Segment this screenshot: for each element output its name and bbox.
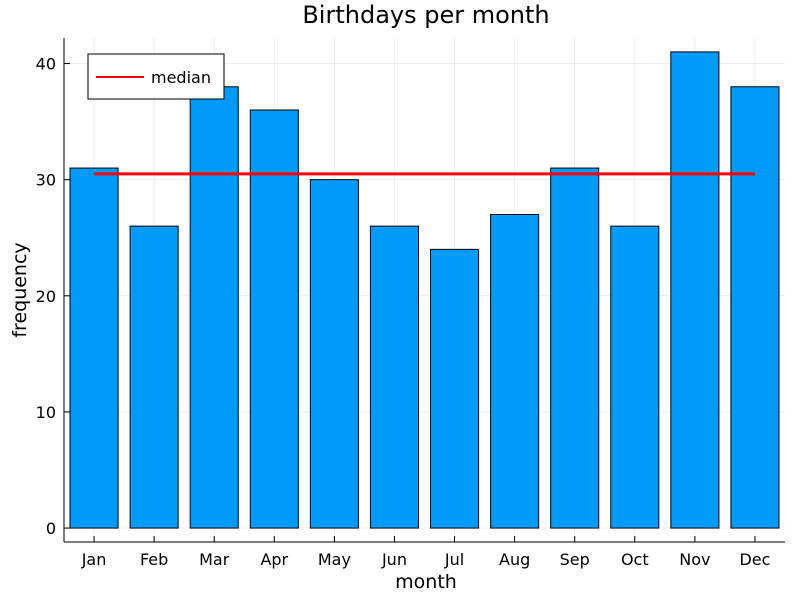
chart-title: Birthdays per month: [302, 1, 549, 29]
x-tick-label-jun: Jun: [381, 550, 407, 569]
bar-sep: [550, 167, 600, 529]
bar-dec: [730, 86, 780, 529]
y-tick-label-20: 20: [36, 287, 56, 306]
x-axis-label: month: [395, 571, 457, 593]
x-tick-label-nov: Nov: [679, 550, 710, 569]
x-tick-label-feb: Feb: [140, 550, 168, 569]
legend: median: [87, 53, 225, 100]
x-tick-label-jul: Jul: [444, 550, 464, 569]
x-tick-labels: Jan Feb Mar Apr May Jun Jul Aug Sep Oct Nov Dec: [81, 550, 771, 569]
bar-may: [309, 179, 359, 529]
x-tick-label-may: May: [318, 550, 351, 569]
bar-apr: [249, 109, 299, 529]
y-tick-label-10: 10: [36, 403, 56, 422]
bar-mar: [189, 86, 239, 529]
x-tick-label-mar: Mar: [199, 550, 230, 569]
bar-jun: [369, 225, 419, 529]
x-tick-label-sep: Sep: [560, 550, 590, 569]
bars: [69, 51, 780, 529]
y-tick-label-30: 30: [36, 171, 56, 190]
y-tick-label-0: 0: [46, 519, 56, 538]
y-tick-labels: 0 10 20 30 40: [36, 55, 56, 539]
bar-oct: [610, 225, 660, 529]
y-axis-label: frequency: [9, 242, 31, 337]
legend-median-label: median: [151, 68, 211, 87]
axes: [63, 38, 785, 543]
bar-jan: [69, 167, 119, 529]
bar-nov: [670, 51, 720, 529]
x-tick-label-dec: Dec: [739, 550, 770, 569]
y-tick-label-40: 40: [36, 55, 56, 74]
x-tick-label-aug: Aug: [499, 550, 530, 569]
x-tick-label-jan: Jan: [81, 550, 107, 569]
bar-jul: [430, 248, 480, 529]
x-tick-label-oct: Oct: [621, 550, 649, 569]
bar-feb: [129, 225, 179, 529]
x-tick-label-apr: Apr: [260, 550, 288, 569]
bar-aug: [490, 214, 540, 529]
